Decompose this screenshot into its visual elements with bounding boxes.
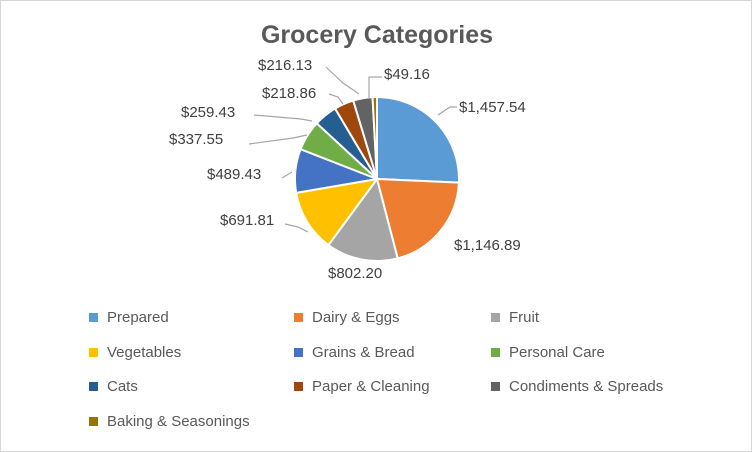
legend-swatch-condiments-spreads [491, 382, 500, 391]
legend-swatch-cats [89, 382, 98, 391]
legend-item-baking-seasonings[interactable]: Baking & Seasonings [89, 413, 250, 430]
pie-slice-baking-seasonings[interactable] [371, 95, 378, 180]
legend-label-prepared: Prepared [107, 309, 169, 326]
legend-swatch-grains-bread [294, 348, 303, 357]
leader-line-baking-seasonings [368, 76, 382, 98]
data-label-cats: $259.43 [181, 104, 236, 121]
leader-line-cats [253, 114, 313, 122]
pie-slice-fruit[interactable] [327, 176, 399, 262]
legend-label-grains-bread: Grains & Bread [312, 344, 415, 361]
pie-slice-prepared[interactable] [376, 95, 460, 184]
pie-slice-dairy-eggs[interactable] [375, 177, 460, 260]
leader-line-grains-bread [281, 171, 293, 179]
data-label-baking-seasonings: $49.16 [384, 66, 430, 83]
legend-swatch-prepared [89, 313, 98, 322]
data-label-fruit: $802.20 [328, 265, 383, 282]
legend-label-vegetables: Vegetables [107, 344, 182, 361]
leader-line-prepared [437, 106, 457, 116]
data-label-paper-cleaning: $218.86 [262, 85, 317, 102]
data-label-grains-bread: $489.43 [207, 166, 262, 183]
leader-line-vegetables [284, 223, 309, 233]
data-label-prepared: $1,457.54 [459, 99, 526, 116]
legend-label-fruit: Fruit [509, 309, 539, 326]
legend-item-prepared[interactable]: Prepared [89, 309, 169, 326]
data-label-vegetables: $691.81 [220, 212, 275, 229]
legend-item-condiments-spreads[interactable]: Condiments & Spreads [491, 378, 663, 395]
legend-swatch-paper-cleaning [294, 382, 303, 391]
data-label-condiments-spreads: $216.13 [258, 57, 313, 74]
legend-label-cats: Cats [107, 378, 138, 395]
leader-line-condiments-spreads [325, 66, 360, 95]
legend-item-vegetables[interactable]: Vegetables [89, 344, 181, 361]
legend-label-condiments-spreads: Condiments & Spreads [509, 378, 664, 395]
legend-item-fruit[interactable]: Fruit [491, 309, 539, 326]
legend-label-baking-seasonings: Baking & Seasonings [107, 413, 250, 430]
pie-plot-area [248, 66, 460, 262]
legend-swatch-fruit [491, 313, 500, 322]
legend-item-dairy-eggs[interactable]: Dairy & Eggs [294, 309, 400, 326]
data-label-personal-care: $337.55 [169, 131, 224, 148]
data-label-dairy-eggs: $1,146.89 [454, 237, 521, 254]
legend-item-grains-bread[interactable]: Grains & Bread [294, 344, 415, 361]
leader-line-paper-cleaning [328, 93, 344, 105]
legend-label-personal-care: Personal Care [509, 344, 605, 361]
pie-slice-vegetables[interactable] [295, 177, 380, 247]
leader-line-personal-care [248, 134, 308, 145]
legend-item-cats[interactable]: Cats [89, 378, 138, 395]
legend-item-personal-care[interactable]: Personal Care [491, 344, 605, 361]
legend-swatch-personal-care [491, 348, 500, 357]
legend-label-dairy-eggs: Dairy & Eggs [312, 309, 400, 326]
legend-item-paper-cleaning[interactable]: Paper & Cleaning [294, 378, 430, 395]
chart-title[interactable]: Grocery Categories [260, 21, 494, 49]
legend-swatch-baking-seasonings [89, 417, 98, 426]
legend-swatch-vegetables [89, 348, 98, 357]
legend-swatch-dairy-eggs [294, 313, 303, 322]
legend-label-paper-cleaning: Paper & Cleaning [312, 378, 430, 395]
